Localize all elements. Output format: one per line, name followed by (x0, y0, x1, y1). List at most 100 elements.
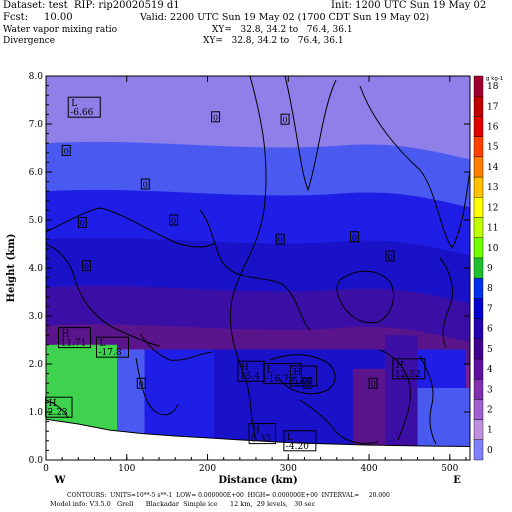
contour-line (439, 257, 453, 349)
svg-text:0: 0 (84, 262, 89, 271)
zero-contour-label: 0 (169, 214, 179, 226)
zero-contour-label: 0 (385, 250, 395, 262)
svg-text:0: 0 (352, 233, 357, 242)
colorbar-label: 6 (487, 325, 493, 335)
zero-contour-label: 0 (368, 377, 378, 389)
y-tick-label: 6.0 (29, 168, 44, 178)
extreme-label: L-17.8 (95, 336, 129, 358)
extreme-value: 15.4 (240, 372, 260, 382)
svg-text:0: 0 (305, 380, 310, 389)
header-xy-2: XY= 32.8, 34.2 to 76.4, 36.1 (203, 36, 344, 46)
terrain-fill (46, 418, 470, 460)
x-tick-label: 0 (43, 464, 49, 474)
axes: 0 100 200 300 400 500 0.0 1.0 2.0 3.0 4.0 5.0 6.0 7.0… (29, 72, 470, 474)
extreme-value: 11.71 (61, 339, 87, 349)
y-tick-label: 3.0 (29, 312, 44, 322)
extreme-type: L (287, 433, 293, 443)
zero-contour-label: 0 (350, 231, 360, 243)
svg-text:0: 0 (139, 380, 144, 389)
contour-line (284, 76, 337, 192)
extreme-value: 9.33 (251, 435, 271, 445)
shaded-fields (46, 76, 470, 460)
header-xy-1: XY= 32.8, 34.2 to 76.4, 36.1 (212, 25, 353, 35)
contour-line (46, 207, 215, 248)
svg-text:0: 0 (143, 181, 148, 190)
extreme-value: -16.75 (266, 375, 295, 385)
extreme-type: H (49, 399, 57, 409)
header-init: Init: 1200 UTC Sun 19 May 02 (331, 0, 487, 11)
extreme-type: L (71, 99, 77, 109)
zero-contour-label: 0 (61, 144, 71, 156)
extreme-value: 2.23 (48, 408, 68, 418)
x-tick-label: 300 (280, 464, 297, 474)
y-tick-label: 5.0 (29, 216, 44, 226)
zero-contour-label: 0 (81, 260, 91, 272)
x-axis-left-end-label: W (53, 475, 66, 486)
x-tick-label: 500 (441, 464, 458, 474)
colorbar-swatch (473, 298, 484, 319)
extreme-type: H (62, 330, 70, 340)
y-tick-label: 7.0 (29, 120, 44, 130)
mixing-band (385, 335, 418, 460)
colorbar-swatch (473, 318, 484, 339)
x-axis-right-end-label: E (453, 475, 461, 486)
svg-text:0: 0 (371, 380, 376, 389)
colorbar-label: 9 (487, 264, 493, 274)
contour-line (46, 243, 161, 347)
footer-model-info: Model info: V3.5.0 Grell Blackadar Simpl… (50, 500, 316, 508)
colorbar-label: 15 (487, 143, 499, 153)
zero-contour-label: 0 (140, 178, 150, 190)
colorbar-swatch (473, 237, 484, 259)
zero-contour-label: 0 (275, 233, 285, 245)
contour-line (46, 399, 69, 419)
colorbar-swatch (473, 378, 484, 400)
contour-line (139, 333, 213, 361)
extreme-type: H (241, 363, 249, 373)
zero-contour-label: 0 (77, 216, 87, 228)
colorbar-unit: g kg-1 (486, 76, 503, 82)
colorbar-swatch (473, 116, 484, 137)
contour-line (419, 355, 437, 445)
svg-text:0: 0 (278, 236, 283, 245)
extreme-type: H (396, 361, 404, 371)
colorbar-swatch (473, 75, 484, 97)
contour-line (379, 349, 411, 441)
x-tick-label: 100 (118, 464, 135, 474)
header-field-mixing-ratio: Water vapor mixing ratio (3, 25, 118, 35)
zero-contour-label: 0 (211, 111, 221, 123)
contour-line (299, 399, 379, 445)
colorbar-label: 18 (487, 82, 499, 92)
colorbar-swatch (473, 156, 484, 178)
colorbar-swatch (473, 217, 484, 238)
colorbar-label: 0 (487, 446, 493, 456)
colorbar-swatch (473, 176, 484, 198)
contour-line (359, 85, 470, 249)
colorbar-label: 3 (487, 385, 493, 395)
colorbar-label: 17 (487, 102, 499, 112)
x-tick-label: 400 (360, 464, 377, 474)
colorbar-label: 12 (487, 203, 498, 213)
colorbar-swatch (473, 96, 484, 117)
extreme-label: H15.4 (237, 360, 265, 382)
contour-line (336, 270, 394, 324)
x-axis-title: Distance (km) (218, 475, 297, 486)
colorbar-label: 11 (487, 224, 498, 234)
extreme-type: L (267, 366, 273, 376)
extreme-type: H (293, 368, 301, 378)
header-dataset: Dataset: test RIP: rip20020519 d1 (3, 0, 180, 11)
header-valid: Valid: 2200 UTC Sun 19 May 02 (1700 CDT … (140, 12, 430, 23)
contour-line (229, 76, 267, 441)
extreme-type: H (252, 426, 260, 436)
colorbar-swatch (473, 338, 484, 360)
extreme-value: 12.52 (395, 370, 421, 380)
contour-line (199, 209, 311, 331)
colorbar-swatch (473, 439, 484, 461)
colorbar-label: 5 (487, 345, 493, 355)
extreme-value: -6.66 (70, 108, 93, 118)
footer-contours: CONTOURS: UNITS=10**-5 s**-1 LOW= 0.0000… (67, 492, 390, 499)
extreme-label: L-6.66 (67, 96, 101, 118)
extreme-label: H11.71 (58, 327, 92, 349)
svg-text:0: 0 (387, 253, 392, 262)
colorbar-swatch (473, 399, 484, 420)
